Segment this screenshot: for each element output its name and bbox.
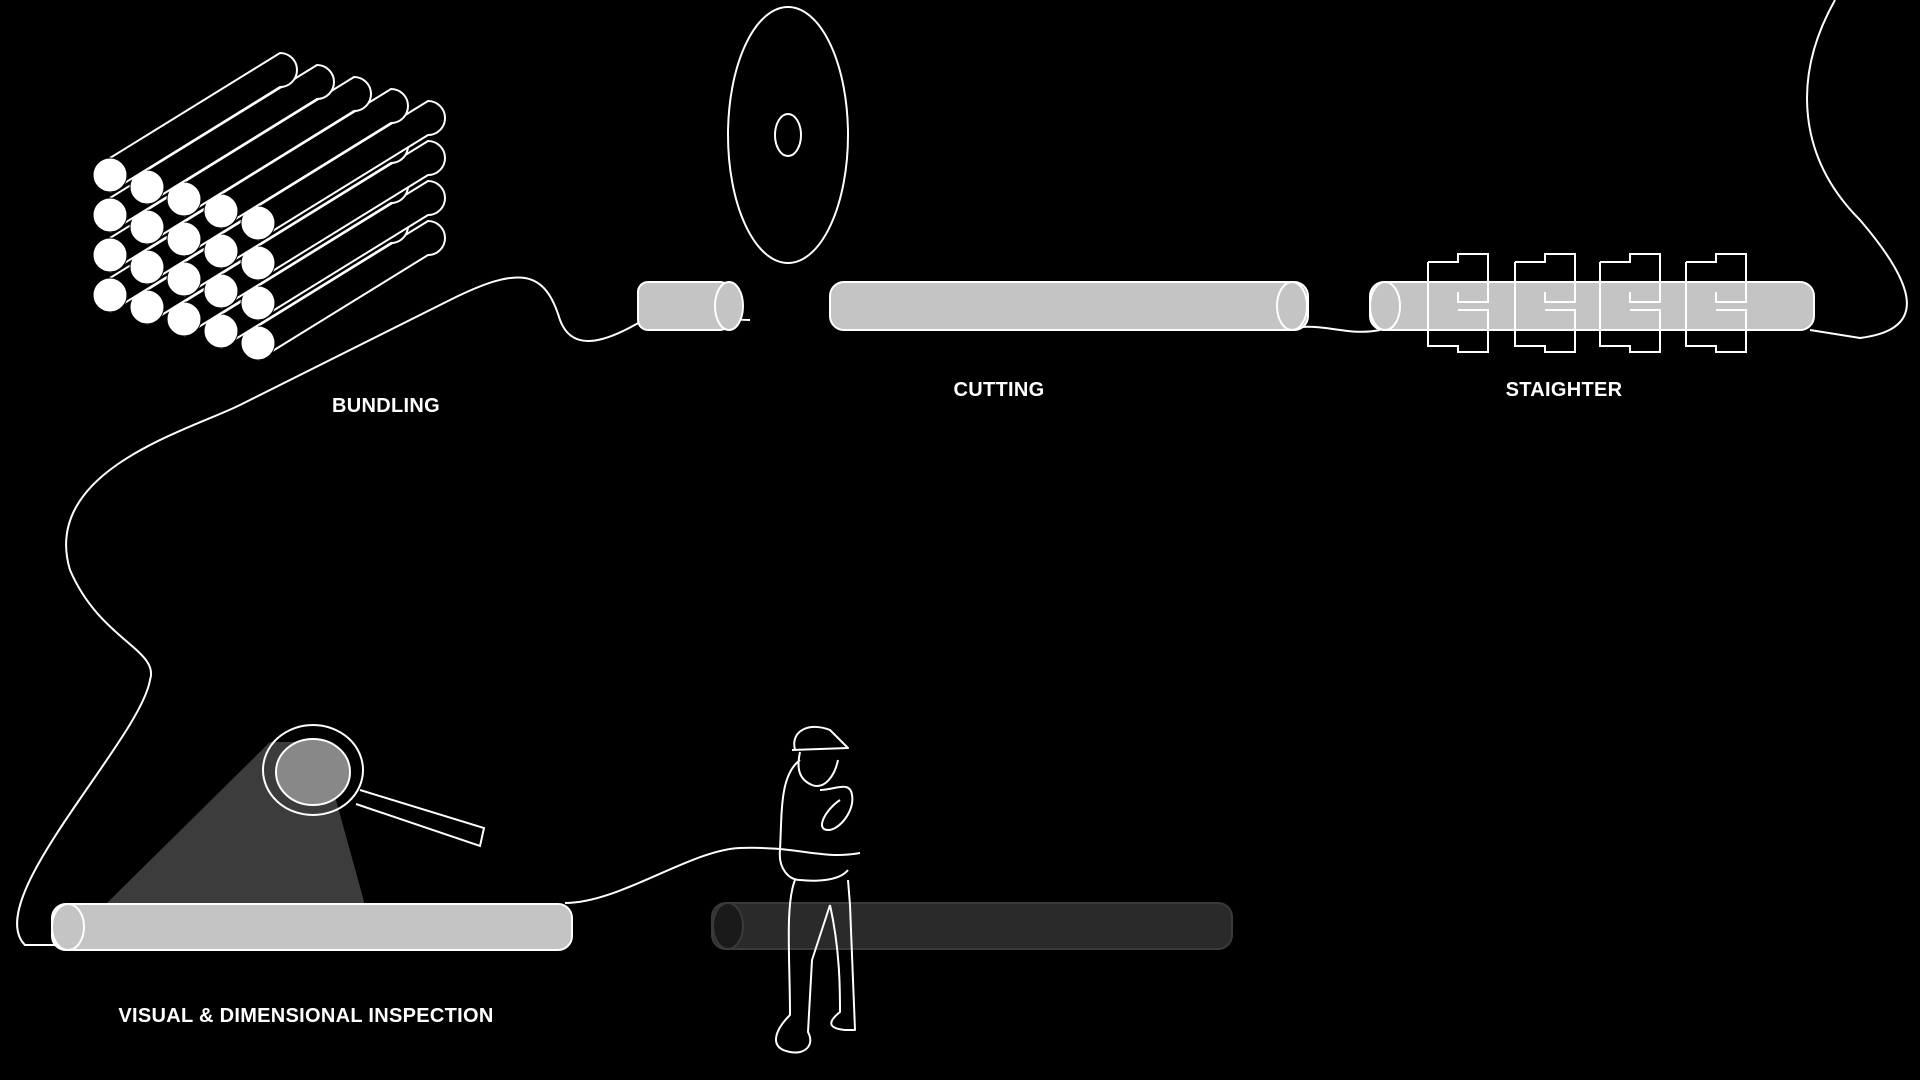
label-inspection: VISUAL & DIMENSIONAL INSPECTION [118, 1005, 494, 1027]
roller [1685, 253, 1747, 353]
magnifier-icon [262, 724, 486, 848]
bundle-pipe [183, 75, 372, 217]
label-straighter: STAIGHTER [1505, 379, 1623, 401]
bundle-pipe-end [92, 197, 128, 233]
worker-icon [775, 725, 856, 1054]
flow-line [16, 0, 1908, 946]
bundle-pipe [146, 63, 335, 205]
pipe-faded [711, 902, 1233, 950]
bundle-pipe [257, 139, 446, 281]
pipe-cut [829, 281, 1309, 331]
bundle-pipe [109, 51, 298, 193]
bundle-pipe-end [92, 237, 128, 273]
roller [1514, 253, 1576, 353]
straightener-rollers-icon [1369, 253, 1815, 353]
pipe-bundle-icon [92, 51, 446, 361]
label-bundling: BUNDLING [332, 395, 440, 417]
label-cutting: CUTTING [953, 379, 1045, 401]
bundle-pipe [257, 99, 446, 241]
cutting-disc-icon [727, 6, 849, 264]
bundle-pipe [220, 87, 409, 229]
pipe-short [637, 281, 744, 331]
bundle-pipe-end [92, 277, 128, 313]
bundle-pipe-end [92, 157, 128, 193]
bundle-pipe [257, 179, 446, 321]
roller [1599, 253, 1661, 353]
roller [1427, 253, 1489, 353]
bundle-pipe [257, 219, 446, 361]
